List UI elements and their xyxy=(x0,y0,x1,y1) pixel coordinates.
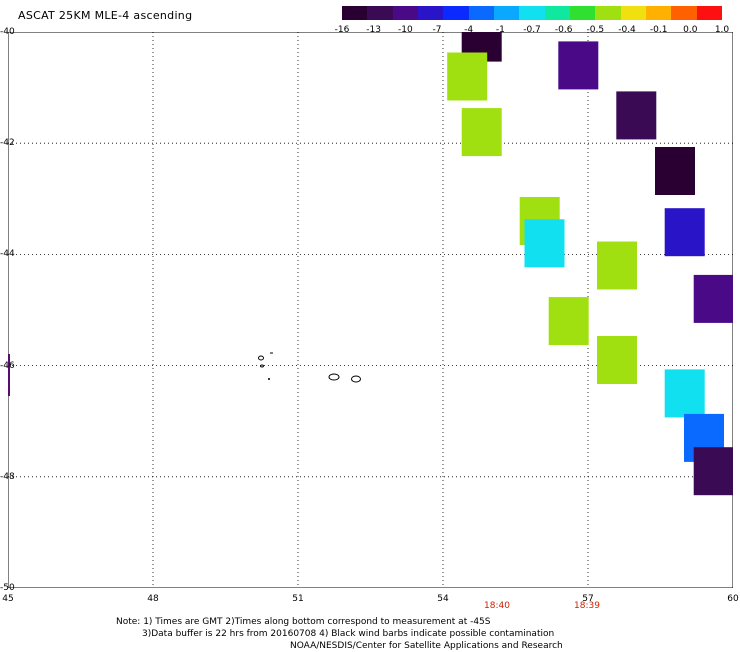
note-line: 3)Data buffer is 22 hrs from 20160708 4)… xyxy=(142,629,555,639)
colorbar-swatch xyxy=(392,6,418,20)
colorbar-swatch xyxy=(367,6,393,20)
x-tick-label: 57 xyxy=(582,594,594,604)
notes-block: Note: 1) Times are GMT 2)Times along bot… xyxy=(116,616,563,652)
colorbar-swatch xyxy=(468,6,494,20)
colorbar-label: -1 xyxy=(495,25,505,35)
x-tick-label: 51 xyxy=(292,594,304,604)
colorbar-swatch xyxy=(595,6,621,20)
wind-cell xyxy=(616,91,657,140)
colorbar-swatch xyxy=(620,6,646,20)
colorbar-label: 0.0 xyxy=(683,25,698,35)
map-plot-area xyxy=(8,32,733,588)
island-outline xyxy=(328,373,340,381)
colorbar-swatch xyxy=(342,6,368,20)
colorbar-label: -0.7 xyxy=(523,25,541,35)
colorbar-labels: -16 -13 -10 -7 -4 -1 -0.7 -0.6 -0.5 -0.4 -0.1 0.0 1.… xyxy=(328,25,732,37)
island-outline xyxy=(351,375,361,383)
wind-cell xyxy=(548,297,589,346)
y-tick-label: -42 xyxy=(0,138,15,149)
colorbar-label: -0.5 xyxy=(586,25,605,35)
wind-cell xyxy=(524,219,565,268)
plot-frame xyxy=(8,32,733,588)
wind-cells xyxy=(447,32,733,496)
colorbar-swatch xyxy=(569,6,596,20)
island-outline xyxy=(260,364,264,368)
wind-cell xyxy=(655,147,695,195)
colorbar-label: -0.1 xyxy=(649,25,668,35)
colorbar-label: -7 xyxy=(432,25,442,35)
note-line: Note: 1) Times are GMT 2)Times along bot… xyxy=(116,617,491,627)
island-outline xyxy=(268,378,270,380)
colorbar-swatch xyxy=(417,6,444,20)
y-tick-label: -48 xyxy=(0,471,15,482)
colorbar xyxy=(342,6,722,20)
x-tick-label: 48 xyxy=(147,594,159,604)
colorbar-label: 1.0 xyxy=(714,25,730,35)
wind-cell xyxy=(461,108,502,157)
colorbar-label: -13 xyxy=(366,25,382,35)
colorbar-swatch xyxy=(671,6,697,20)
island-outline xyxy=(258,355,264,361)
colorbar-label: -10 xyxy=(397,25,413,35)
x-tick-label: 60 xyxy=(727,594,739,604)
colorbar-label: -0.4 xyxy=(618,25,636,35)
colorbar-swatch xyxy=(443,6,469,20)
colorbar-swatch xyxy=(696,6,722,20)
colorbar-swatch xyxy=(519,6,545,20)
colorbar-swatch xyxy=(645,6,672,20)
time-label: 18:39 xyxy=(574,601,600,611)
y-tick-label: -46 xyxy=(0,360,15,371)
y-tick-label: -40 xyxy=(0,27,15,37)
wind-cell xyxy=(693,447,733,496)
wind-cell xyxy=(664,208,705,257)
wind-cell xyxy=(597,241,637,290)
edge-strip xyxy=(8,354,10,396)
x-tick-label: 54 xyxy=(437,594,449,604)
wind-cell xyxy=(664,369,705,418)
y-tick-label: -44 xyxy=(0,249,15,260)
wind-cell xyxy=(693,274,733,323)
map-title: ASCAT 25KM MLE-4 ascending xyxy=(18,9,193,22)
colorbar-label: -0.6 xyxy=(554,25,573,35)
x-tick-label: 45 xyxy=(2,594,14,604)
wind-cell xyxy=(597,336,637,384)
colorbar-label: -4 xyxy=(464,25,474,35)
wind-cell xyxy=(558,41,599,90)
y-tick-label: -50 xyxy=(0,583,15,593)
wind-cell xyxy=(447,52,488,101)
colorbar-label: -16 xyxy=(334,25,350,35)
note-line: NOAA/NESDIS/Center for Satellite Applica… xyxy=(290,641,563,651)
colorbar-swatch xyxy=(493,6,520,20)
islands xyxy=(258,352,361,383)
time-label: 18:40 xyxy=(484,601,510,611)
colorbar-swatch xyxy=(544,6,570,20)
